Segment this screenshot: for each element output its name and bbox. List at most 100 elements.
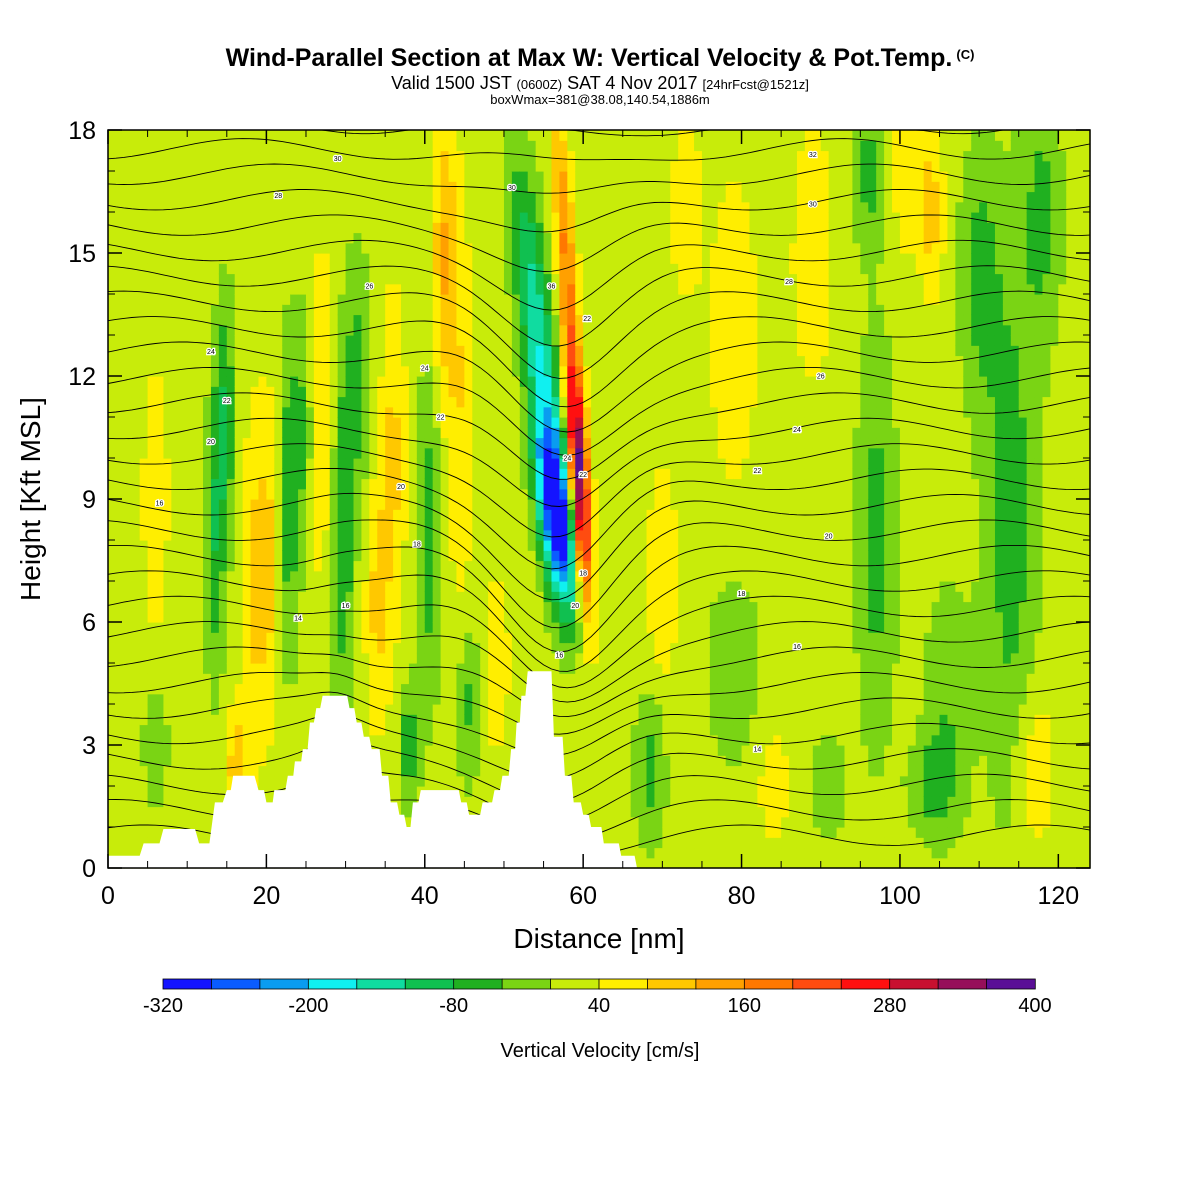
velocity-cell [369, 365, 378, 377]
velocity-cell [401, 529, 410, 541]
velocity-cell [654, 796, 663, 808]
velocity-cell [416, 355, 426, 367]
velocity-cell [329, 417, 339, 428]
velocity-cell [218, 529, 228, 541]
velocity-cell [163, 222, 172, 234]
velocity-cell [551, 529, 560, 541]
velocity-cell [551, 468, 560, 480]
velocity-cell [599, 191, 608, 203]
velocity-cell [511, 417, 521, 428]
velocity-cell [614, 837, 624, 849]
velocity-cell [218, 775, 228, 787]
velocity-cell [234, 509, 244, 521]
velocity-cell [440, 468, 450, 480]
velocity-cell [527, 324, 537, 336]
velocity-cell [503, 345, 513, 357]
velocity-cell [472, 673, 481, 685]
velocity-cell [187, 611, 196, 623]
velocity-cell [527, 253, 537, 264]
velocity-cell [543, 611, 553, 623]
velocity-cell [591, 160, 600, 172]
velocity-cell [448, 427, 458, 439]
velocity-cell [123, 745, 133, 756]
velocity-cell [305, 355, 315, 367]
velocity-cell [416, 693, 426, 705]
velocity-cell [614, 458, 624, 469]
velocity-cell [123, 611, 133, 623]
velocity-cell [591, 765, 600, 777]
velocity-cell [543, 273, 553, 285]
velocity-cell [258, 652, 267, 664]
velocity-cell [646, 212, 656, 223]
velocity-cell [432, 130, 442, 141]
velocity-cell [187, 242, 196, 254]
velocity-cell [424, 263, 434, 275]
velocity-cell [472, 191, 481, 203]
velocity-cell [527, 314, 537, 326]
velocity-cell [432, 540, 442, 551]
velocity-cell [519, 519, 529, 531]
velocity-cell [298, 509, 307, 521]
velocity-cell [226, 673, 236, 685]
velocity-cell [408, 345, 418, 357]
velocity-cell [591, 632, 600, 644]
velocity-cell [115, 827, 125, 838]
velocity-cell [321, 376, 331, 387]
velocity-cell [218, 663, 228, 674]
velocity-cell [480, 171, 489, 182]
velocity-cell [488, 652, 497, 664]
velocity-cell [195, 406, 204, 418]
velocity-cell [163, 427, 172, 439]
velocity-cell [203, 181, 212, 193]
velocity-cell [496, 212, 505, 223]
velocity-cell [171, 622, 180, 633]
velocity-cell [361, 253, 370, 264]
velocity-cell [432, 263, 442, 275]
velocity-cell [155, 601, 165, 613]
velocity-cell [622, 837, 632, 849]
velocity-cell [266, 540, 275, 551]
velocity-cell [503, 335, 513, 346]
velocity-cell [464, 386, 473, 398]
velocity-cell [147, 519, 157, 531]
velocity-cell [432, 437, 442, 449]
velocity-cell [155, 406, 165, 418]
velocity-cell [567, 478, 576, 490]
velocity-cell [511, 447, 521, 459]
velocity-cell [583, 406, 592, 418]
velocity-cell [472, 458, 481, 469]
velocity-cell [210, 765, 220, 777]
velocity-cell [408, 765, 418, 777]
velocity-cell [210, 222, 220, 234]
velocity-cell [519, 458, 529, 469]
velocity-cell [472, 786, 481, 797]
velocity-cell [179, 529, 188, 541]
velocity-cell [472, 796, 481, 808]
velocity-cell [440, 160, 450, 172]
velocity-cell [519, 478, 529, 490]
velocity-cell [622, 273, 632, 285]
velocity-cell [638, 201, 648, 213]
velocity-cell [480, 611, 489, 623]
velocity-cell [242, 191, 252, 203]
velocity-cell [147, 560, 157, 572]
velocity-cell [393, 140, 402, 152]
velocity-cell [187, 386, 196, 398]
velocity-cell [511, 622, 521, 633]
velocity-cell [115, 837, 125, 849]
velocity-cell [464, 335, 473, 346]
velocity-cell [218, 171, 228, 182]
velocity-cell [155, 560, 165, 572]
velocity-cell [250, 591, 260, 603]
velocity-cell [488, 447, 497, 459]
velocity-cell [408, 560, 418, 572]
velocity-cell [377, 724, 386, 736]
velocity-cell [599, 693, 608, 705]
velocity-cell [329, 150, 339, 162]
velocity-cell [448, 622, 458, 633]
velocity-cell [321, 560, 331, 572]
velocity-cell [115, 550, 125, 562]
velocity-cell [313, 253, 323, 264]
velocity-cell [583, 386, 592, 398]
velocity-cell [361, 140, 370, 152]
